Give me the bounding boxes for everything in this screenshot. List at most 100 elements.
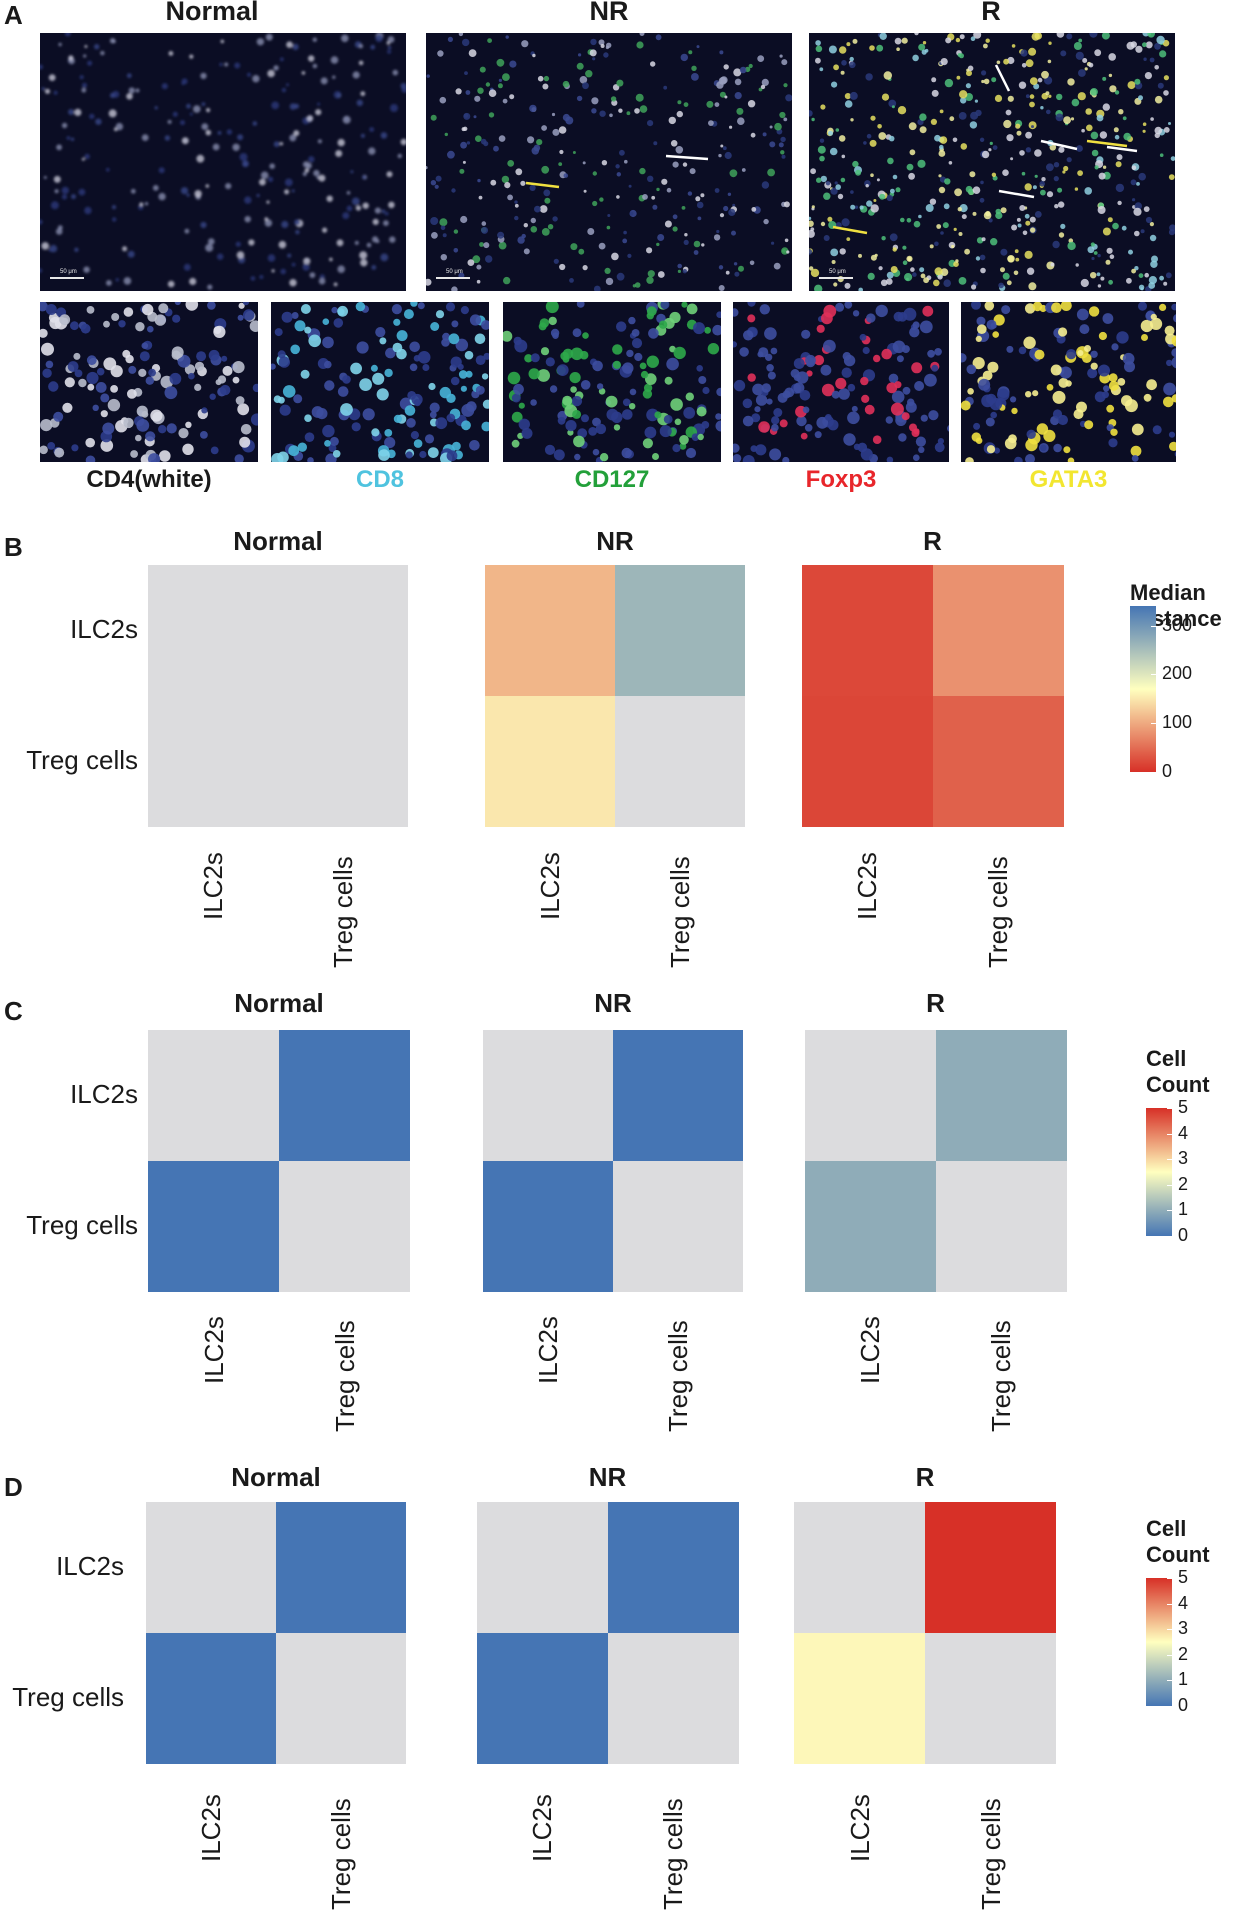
cell-nucleus — [729, 169, 738, 178]
cell-nucleus — [835, 302, 845, 312]
cell-nucleus — [755, 444, 767, 456]
column-label: Treg cells — [329, 1320, 360, 1432]
cell-nucleus — [446, 450, 458, 462]
cell-nucleus — [448, 333, 460, 345]
cell-nucleus — [541, 165, 550, 174]
legend-tick-label: 5 — [1178, 1097, 1189, 1117]
cell-nucleus — [148, 368, 156, 377]
heatmap-cell — [613, 1161, 743, 1292]
cell-nucleus — [141, 134, 149, 141]
cell-nucleus — [785, 94, 792, 102]
cell-nucleus — [1000, 207, 1007, 214]
cell-nucleus — [727, 192, 732, 196]
cell-nucleus — [1132, 198, 1136, 202]
cell-nucleus — [552, 332, 559, 339]
cell-nucleus — [979, 197, 985, 203]
cell-nucleus — [1073, 42, 1082, 50]
cell-nucleus — [45, 304, 57, 315]
cell-nucleus — [885, 416, 893, 424]
panel-letter-b: B — [4, 532, 23, 562]
cell-nucleus — [54, 189, 59, 194]
cell-nucleus — [764, 353, 773, 361]
cell-nucleus — [973, 33, 982, 39]
heatmap-cell — [477, 1502, 608, 1633]
cell-nucleus — [938, 186, 946, 194]
cell-nucleus — [677, 263, 682, 269]
cell-nucleus — [767, 168, 775, 177]
cell-nucleus — [605, 395, 618, 408]
cell-nucleus — [820, 104, 826, 110]
cell-nucleus — [585, 70, 593, 78]
cell-nucleus — [530, 353, 540, 363]
cell-nucleus — [474, 333, 486, 345]
cell-nucleus — [497, 83, 503, 89]
cell-nucleus — [1086, 124, 1093, 132]
cell-nucleus — [481, 373, 489, 380]
cell-nucleus — [210, 446, 219, 455]
cell-nucleus — [356, 341, 369, 354]
cell-nucleus — [539, 205, 548, 213]
cell-nucleus — [1066, 349, 1077, 360]
cell-nucleus — [978, 378, 991, 391]
cell-nucleus — [45, 360, 54, 369]
cell-nucleus — [931, 77, 937, 83]
cell-nucleus — [1114, 134, 1120, 140]
cell-nucleus — [759, 304, 770, 315]
cell-nucleus — [987, 361, 999, 373]
cell-nucleus — [322, 424, 335, 438]
cell-nucleus — [1017, 223, 1022, 228]
channel-tile-gata3 — [961, 302, 1176, 462]
cell-nucleus — [725, 270, 730, 275]
cell-nucleus — [281, 87, 287, 93]
cell-nucleus — [786, 250, 790, 254]
cell-nucleus — [358, 60, 364, 66]
cell-nucleus — [669, 311, 681, 324]
cell-nucleus — [691, 65, 697, 71]
cell-nucleus — [810, 168, 816, 175]
cell-nucleus — [405, 451, 413, 459]
cell-nucleus — [1171, 356, 1176, 369]
cell-nucleus — [545, 302, 559, 314]
cell-nucleus — [672, 226, 678, 232]
cell-nucleus — [96, 367, 105, 376]
cell-nucleus — [783, 201, 790, 208]
cell-nucleus — [302, 171, 307, 177]
cell-nucleus — [313, 169, 320, 177]
cell-nucleus — [773, 408, 783, 417]
cell-nucleus — [56, 144, 62, 151]
cell-nucleus — [428, 382, 436, 391]
cell-nucleus — [430, 180, 437, 186]
cell-nucleus — [658, 320, 668, 329]
cell-nucleus — [434, 184, 439, 189]
cell-nucleus — [986, 319, 997, 330]
cell-nucleus — [502, 98, 508, 104]
cell-nucleus — [271, 363, 276, 370]
cell-nucleus — [827, 419, 839, 431]
cell-nucleus — [888, 99, 897, 108]
cell-nucleus — [142, 303, 154, 316]
cell-nucleus — [493, 145, 499, 152]
cell-nucleus — [1094, 165, 1099, 170]
cell-nucleus — [126, 73, 132, 79]
cell-nucleus — [931, 89, 939, 97]
cell-nucleus — [201, 123, 209, 130]
cell-nucleus — [40, 64, 43, 70]
cell-nucleus — [406, 418, 416, 428]
cell-nucleus — [182, 443, 194, 455]
cell-nucleus — [1142, 129, 1146, 133]
cell-nucleus — [570, 386, 577, 393]
cell-nucleus — [232, 361, 245, 374]
cell-nucleus — [293, 394, 303, 404]
cell-nucleus — [1000, 267, 1005, 273]
cell-nucleus — [1163, 382, 1176, 396]
cell-nucleus — [591, 108, 597, 114]
cell-nucleus — [1099, 131, 1108, 139]
cell-nucleus — [40, 268, 43, 273]
cell-nucleus — [819, 155, 825, 162]
heatmap-cell — [935, 1161, 1067, 1292]
cell-nucleus — [342, 212, 350, 220]
cell-nucleus — [177, 354, 191, 368]
cell-nucleus — [1093, 251, 1098, 255]
cell-nucleus — [67, 361, 79, 372]
cell-nucleus — [547, 224, 554, 230]
